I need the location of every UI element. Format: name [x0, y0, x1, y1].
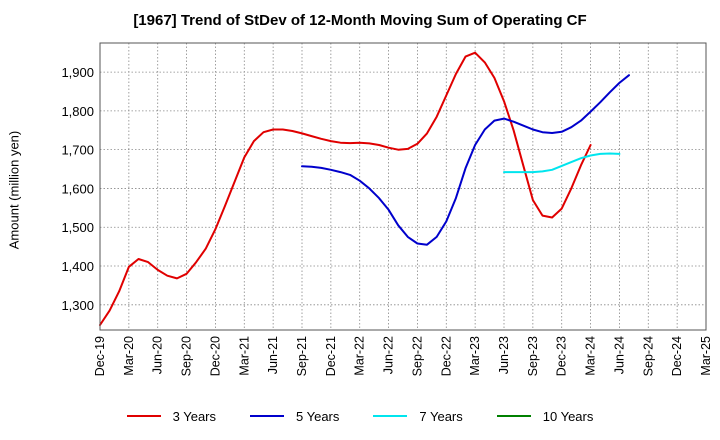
y-tick-label: 1,400	[61, 259, 94, 274]
legend-item: 7 Years	[373, 408, 463, 424]
plot-background	[100, 43, 706, 330]
y-tick-label: 1,800	[61, 104, 94, 119]
series-line-7-years	[503, 152, 621, 174]
series-line-5-years	[301, 74, 630, 246]
x-tick-labels: Dec-19 Mar-20 Jun-20 Sep-20 Dec-20 Mar-21 Jun-…	[93, 336, 713, 376]
legend-item: 10 Years	[496, 408, 594, 424]
x-tick-label: Sep-24	[641, 336, 655, 376]
x-tick-label: Mar-22	[353, 336, 367, 376]
x-tick-label: Mar-20	[122, 336, 136, 376]
legend: 3 Years 5 Years 7 Years 10 Years	[0, 406, 720, 426]
x-tick-label: Mar-23	[468, 336, 482, 376]
x-tick-label: Dec-20	[208, 336, 222, 376]
series-line-3-years	[99, 51, 592, 326]
y-tick-label: 1,700	[61, 143, 94, 158]
x-tick-label: Dec-23	[555, 336, 569, 376]
x-tick-label: Jun-21	[266, 336, 280, 374]
x-tick-label: Mar-25	[699, 336, 713, 376]
legend-item: 3 Years	[126, 408, 216, 424]
x-tick-label: Jun-23	[497, 336, 511, 374]
legend-swatch	[373, 415, 408, 417]
y-tick-label: 1,500	[61, 220, 94, 235]
series-layer	[99, 51, 630, 326]
x-tick-label: Sep-20	[180, 336, 194, 376]
chart-title: [1967] Trend of StDev of 12-Month Moving…	[133, 12, 587, 29]
legend-label: 5 Years	[296, 408, 340, 424]
y-tick-label: 1,600	[61, 181, 94, 196]
x-tick-label: Dec-21	[324, 336, 338, 376]
y-tick-label: 1,900	[61, 65, 94, 80]
legend-item: 5 Years	[250, 409, 339, 424]
legend-swatch	[126, 415, 161, 417]
y-tick-label: 1,300	[61, 298, 94, 313]
x-tick-label: Sep-22	[410, 336, 424, 376]
x-tick-label: Sep-21	[295, 336, 309, 376]
x-tick-label: Jun-20	[151, 336, 165, 374]
legend-swatch	[496, 415, 531, 417]
x-tick-label: Mar-24	[584, 336, 598, 376]
legend-label: 7 Years	[419, 408, 463, 424]
x-tick-label: Dec-24	[670, 336, 684, 376]
x-tick-label: Sep-23	[526, 336, 540, 376]
legend-label: 3 Years	[172, 408, 216, 424]
legend-swatch	[250, 415, 284, 417]
plot-frame	[99, 42, 707, 331]
grid-layer	[100, 43, 706, 330]
x-tick-label: Jun-24	[612, 336, 626, 374]
y-tick-labels: 1,300 1,400 1,500 1,600 1,700 1,800 1,900	[61, 65, 94, 313]
legend-label: 10 Years	[542, 408, 594, 424]
x-tick-label: Jun-22	[382, 336, 396, 374]
x-tick-label: Dec-19	[93, 336, 107, 376]
x-tick-label: Dec-22	[439, 336, 453, 376]
x-tick-label: Mar-21	[237, 336, 251, 376]
